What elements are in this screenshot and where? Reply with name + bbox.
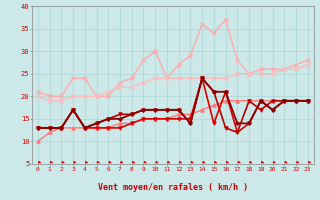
X-axis label: Vent moyen/en rafales ( km/h ): Vent moyen/en rafales ( km/h ) — [98, 183, 248, 192]
